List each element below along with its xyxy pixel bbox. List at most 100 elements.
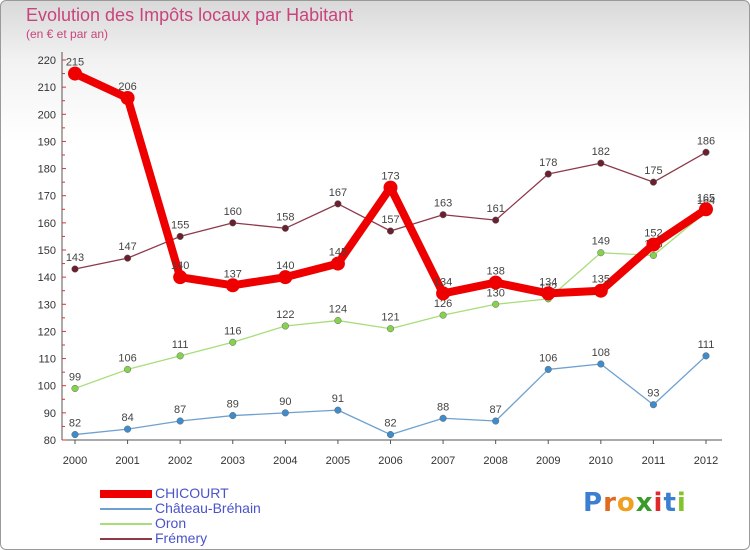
data-label-chateau-brehain: 93 [647, 388, 659, 400]
y-tick-label: 90 [44, 408, 56, 420]
data-label-oron: 116 [224, 325, 242, 337]
data-label-chicourt: 215 [66, 57, 84, 69]
data-point-chateau-brehain [229, 412, 237, 420]
data-point-fremery [649, 178, 657, 186]
data-point-chateau-brehain [649, 401, 657, 409]
x-tick-label: 2001 [115, 455, 139, 467]
data-point-chicourt [68, 66, 82, 81]
data-point-chicourt [225, 278, 240, 293]
data-label-chicourt: 145 [329, 247, 347, 259]
data-label-chicourt: 138 [486, 266, 504, 278]
logo-letter: i [653, 488, 664, 518]
logo-letter: x [635, 488, 654, 518]
logo-letter: o [616, 488, 636, 518]
data-label-chateau-brehain: 82 [69, 418, 81, 430]
data-label-fremery: 158 [276, 211, 294, 223]
data-point-fremery [492, 216, 500, 224]
data-label-fremery: 143 [66, 252, 84, 264]
data-point-chateau-brehain [544, 365, 552, 373]
data-point-oron [439, 311, 447, 319]
data-point-oron [281, 322, 289, 330]
chart-title: Evolution des Impôts locaux par Habitant [26, 5, 354, 25]
legend-label: Frémery [155, 530, 208, 546]
data-label-chicourt: 135 [592, 274, 610, 286]
y-tick-label: 140 [38, 272, 56, 284]
data-point-chateau-brehain [597, 360, 605, 368]
data-point-oron [124, 365, 132, 373]
data-point-chicourt [488, 275, 503, 290]
x-tick-label: 2011 [642, 455, 666, 467]
data-point-oron [334, 317, 342, 325]
y-tick-label: 130 [38, 299, 56, 311]
data-point-oron [492, 300, 500, 308]
data-label-oron: 124 [329, 304, 347, 316]
data-point-chicourt [699, 202, 713, 217]
data-label-fremery: 178 [539, 157, 557, 169]
legend-swatch [100, 537, 152, 540]
data-point-chateau-brehain [492, 417, 500, 425]
y-tick-label: 100 [38, 381, 56, 393]
data-label-chateau-brehain: 111 [698, 339, 715, 351]
data-label-chicourt: 134 [539, 276, 557, 288]
data-point-chicourt [173, 270, 188, 285]
y-tick-label: 110 [38, 354, 56, 366]
data-label-chateau-brehain: 88 [437, 401, 449, 413]
data-label-chicourt: 140 [171, 260, 189, 272]
y-tick-label: 210 [38, 82, 56, 94]
data-label-fremery: 175 [644, 165, 662, 177]
data-label-oron: 126 [434, 298, 452, 310]
x-tick-label: 2009 [536, 455, 560, 467]
legend-label: Oron [155, 515, 187, 531]
data-label-oron: 106 [118, 352, 136, 364]
data-label-fremery: 163 [434, 198, 452, 210]
data-point-oron [597, 249, 605, 257]
data-label-fremery: 167 [329, 187, 347, 199]
data-point-chateau-brehain [439, 414, 447, 422]
data-label-chicourt: 152 [644, 228, 662, 240]
data-label-oron: 121 [381, 312, 399, 324]
data-label-oron: 164 [697, 195, 715, 207]
data-point-chicourt [593, 283, 608, 298]
y-tick-label: 220 [38, 55, 56, 67]
y-tick-label: 150 [38, 245, 56, 257]
data-label-chateau-brehain: 89 [227, 399, 239, 411]
data-label-fremery: 186 [697, 135, 715, 147]
data-label-chicourt: 137 [224, 268, 242, 280]
x-tick-label: 2005 [326, 455, 350, 467]
data-point-fremery [597, 159, 605, 167]
x-tick-label: 2006 [378, 455, 402, 467]
x-tick-label: 2008 [483, 455, 507, 467]
x-tick-label: 2000 [63, 455, 87, 467]
logo-letter: t [663, 488, 677, 518]
data-label-chateau-brehain: 87 [174, 404, 186, 416]
data-label-oron: 149 [592, 236, 610, 248]
data-point-chateau-brehain [702, 352, 710, 360]
data-point-chicourt [541, 286, 556, 301]
data-point-fremery [176, 232, 184, 240]
data-point-fremery [124, 254, 132, 262]
y-tick-label: 180 [38, 164, 56, 176]
data-label-fremery: 160 [224, 206, 242, 218]
legend-label: Château-Bréhain [155, 500, 261, 516]
data-label-oron: 130 [486, 287, 504, 299]
data-label-chateau-brehain: 91 [332, 393, 344, 405]
x-tick-label: 2004 [273, 455, 297, 467]
data-point-chicourt [646, 237, 661, 252]
data-point-oron [176, 352, 184, 360]
x-tick-label: 2002 [168, 455, 192, 467]
data-label-chateau-brehain: 90 [279, 396, 291, 408]
data-label-chateau-brehain: 106 [539, 352, 557, 364]
data-point-fremery [334, 200, 342, 208]
data-point-chateau-brehain [386, 431, 395, 439]
data-label-fremery: 161 [486, 203, 504, 215]
data-point-chicourt [330, 256, 345, 271]
data-point-chicourt [278, 270, 293, 285]
legend-label: CHICOURT [155, 485, 229, 501]
data-point-fremery [71, 265, 79, 273]
data-label-oron: 122 [276, 309, 294, 321]
y-tick-label: 190 [38, 136, 56, 148]
data-label-chicourt: 206 [118, 81, 136, 93]
y-tick-label: 120 [38, 326, 56, 338]
logo-letter: i [676, 488, 687, 518]
